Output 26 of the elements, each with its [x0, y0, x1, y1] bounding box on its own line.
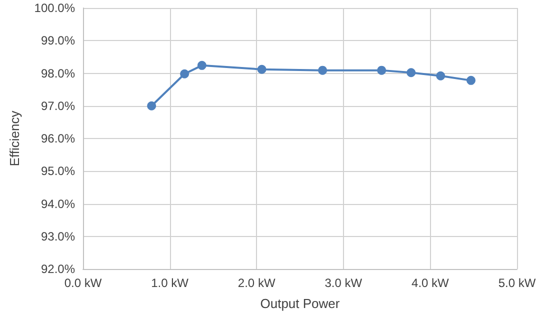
y-tick-label: 95.0%: [40, 164, 76, 178]
point: [318, 66, 328, 75]
point: [377, 66, 386, 75]
y-tick-label: 92.0%: [40, 262, 76, 276]
x-tick-label: 4.0 kW: [412, 276, 450, 290]
y-axis-title: Efficiency: [7, 110, 22, 166]
point: [180, 69, 190, 78]
point: [147, 101, 156, 110]
x-tick-label: 2.0 kW: [238, 276, 276, 290]
point: [257, 64, 266, 74]
y-tick-label: 97.0%: [40, 98, 76, 113]
y-tick-label: 100.0%: [34, 1, 76, 15]
y-tick-label: 98.0%: [40, 66, 76, 80]
x-tick-label: 0.0 kW: [64, 276, 102, 290]
y-tick-label: 93.0%: [40, 229, 76, 244]
point: [466, 76, 476, 85]
point: [197, 60, 206, 70]
point: [406, 68, 416, 78]
x-axis-title: Output Power: [260, 296, 340, 311]
point: [436, 71, 446, 80]
x-tick-label: 5.0 kW: [498, 276, 536, 290]
y-tick-label: 96.0%: [40, 132, 76, 146]
x-tick-label: 1.0 kW: [151, 276, 190, 290]
y-tick-label: 99.0%: [40, 34, 76, 48]
y-tick-label: 94.0%: [40, 196, 76, 211]
x-tick-label: 3.0 kW: [324, 276, 363, 290]
